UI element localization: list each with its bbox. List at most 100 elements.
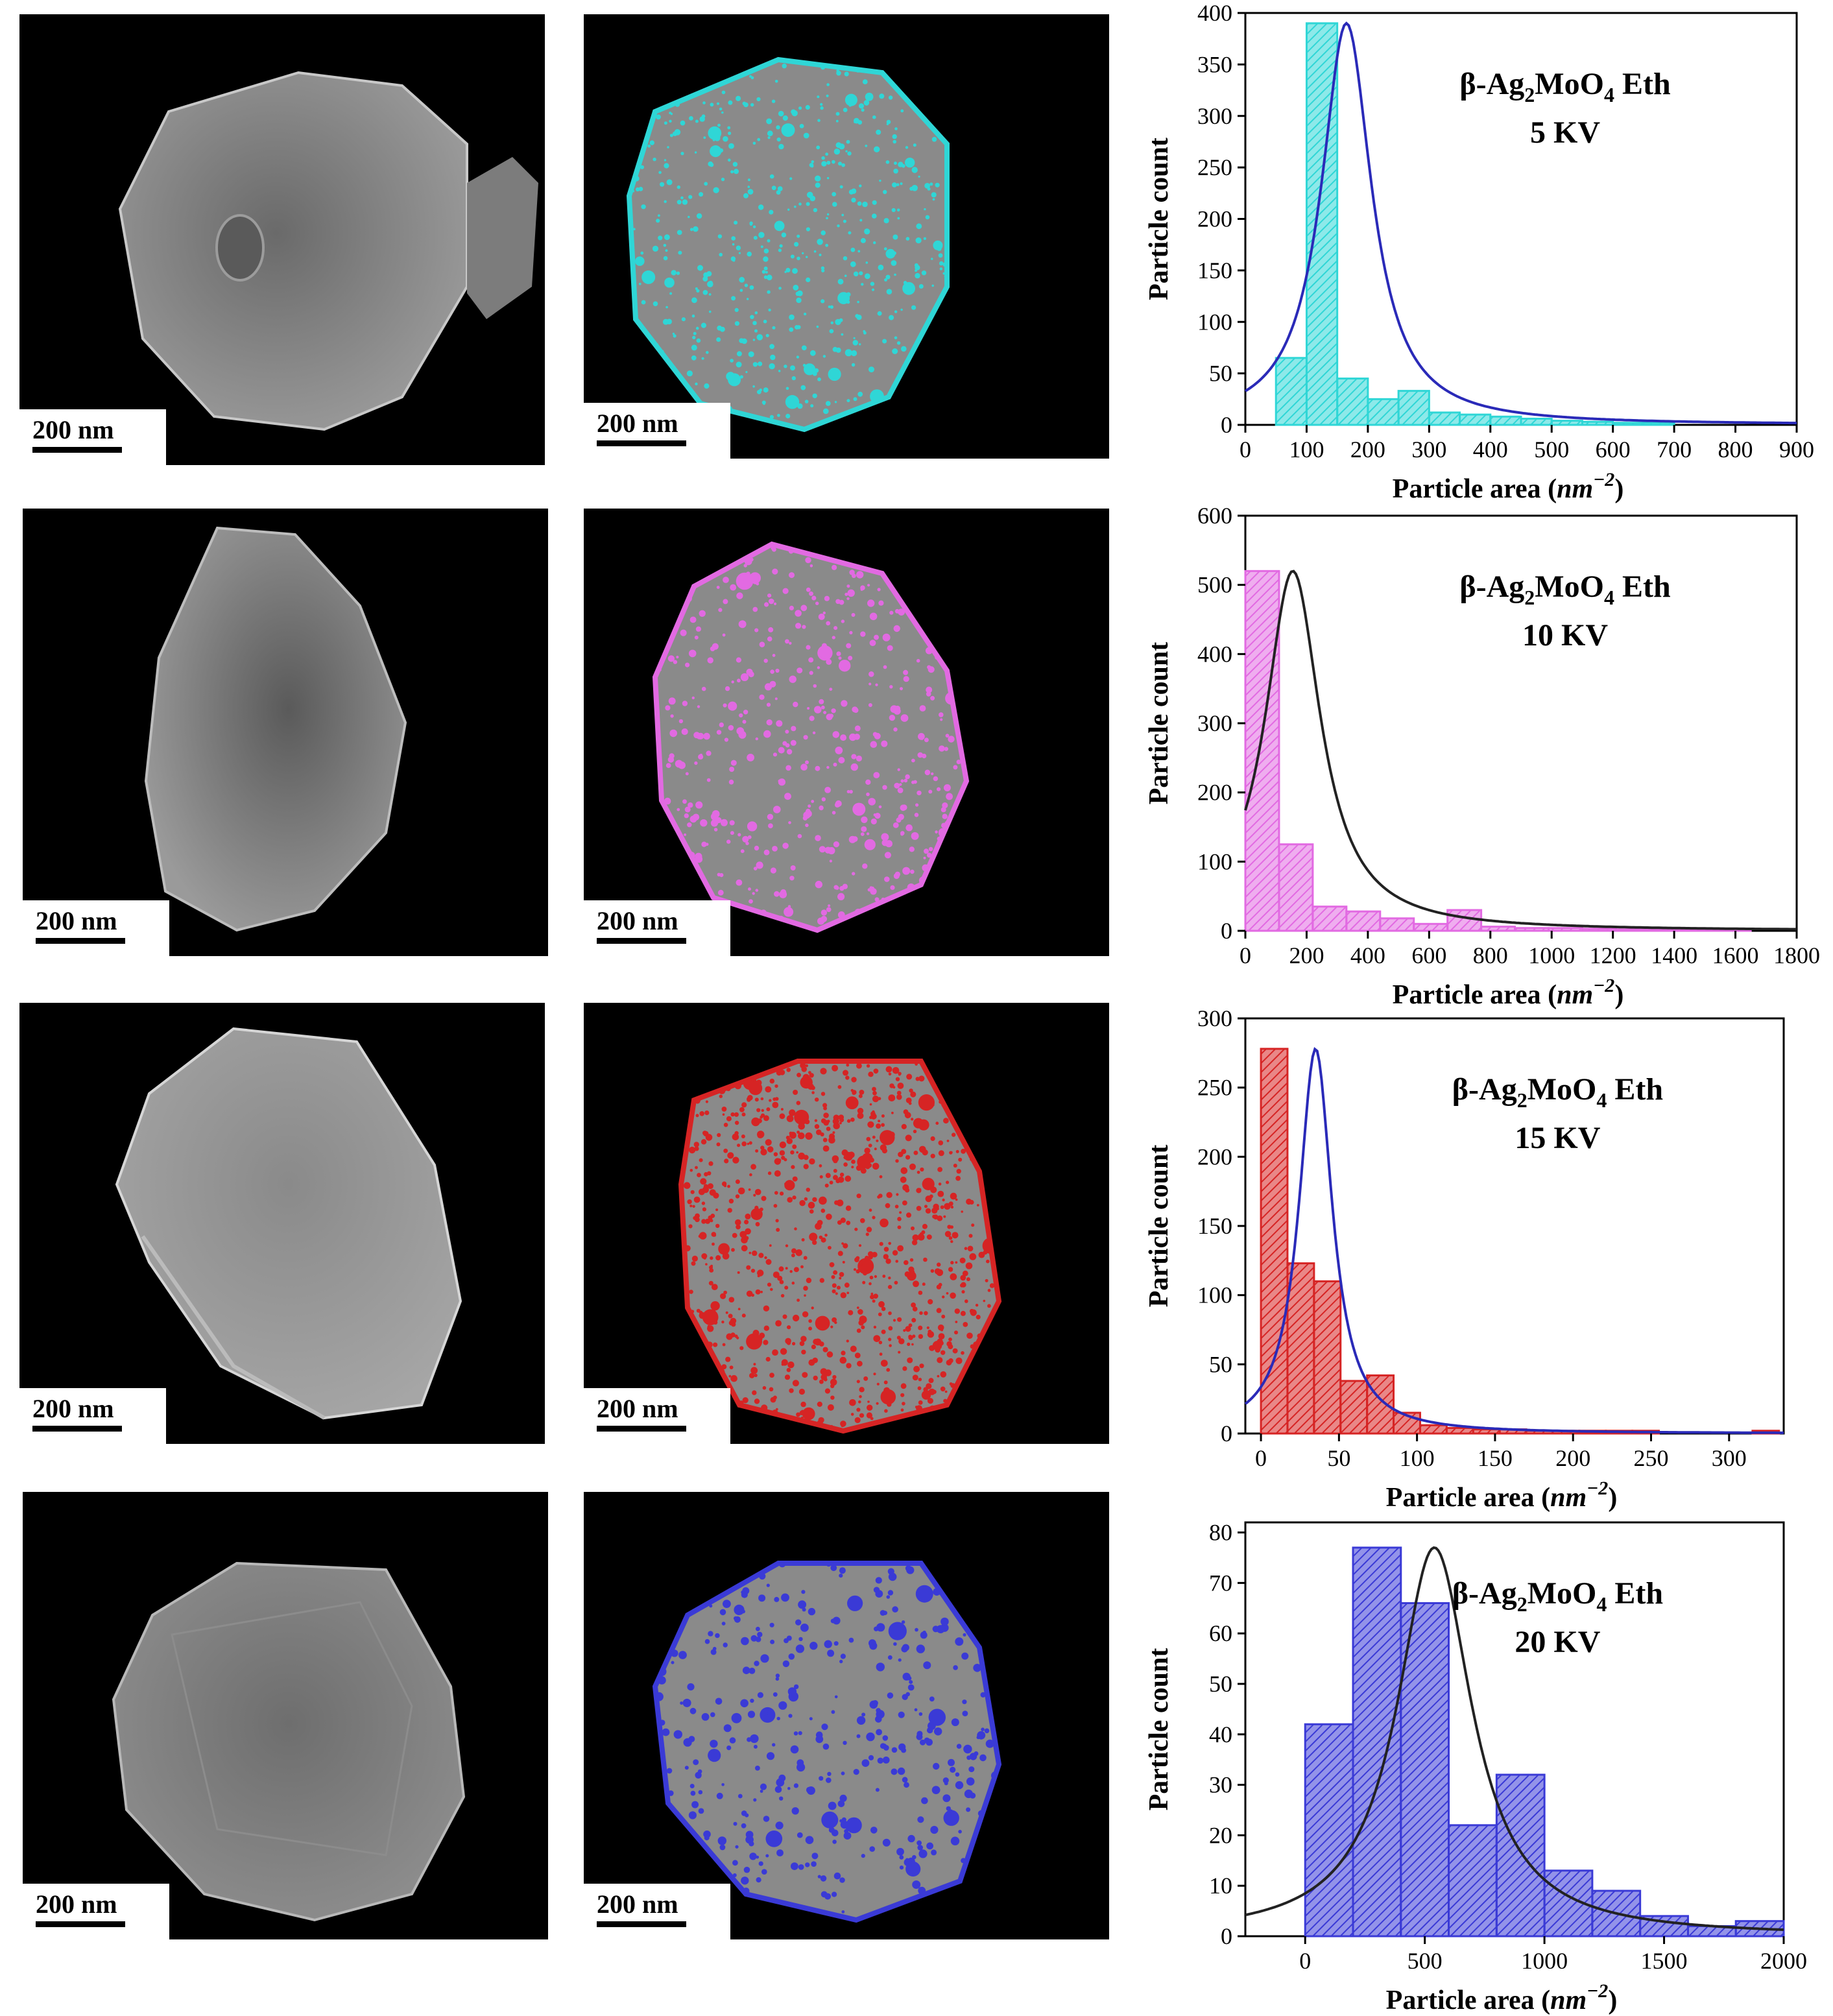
histogram-bar <box>1581 420 1614 426</box>
histogram-bar <box>1336 378 1369 426</box>
y-axis-label: Particle count <box>1144 138 1174 300</box>
histogram-bar <box>1448 1824 1498 1938</box>
histogram-bar <box>1548 927 1583 932</box>
chart-title: β-Ag2MoO4 Eth <box>1459 67 1670 106</box>
histogram-chart-20kv: 0 10 20 30 40 50 60 70 80 0 500 1000 1500 2000 Particl… <box>1125 1508 1819 2015</box>
chart-title: β-Ag2MoO4 Eth <box>1452 1576 1663 1616</box>
x-axis-label: Particle area (nm−2) <box>1393 975 1624 1010</box>
histogram-bar <box>1275 357 1308 426</box>
scale-bar: 200 nm <box>19 409 166 465</box>
y-tick-label: 100 <box>1197 1282 1232 1308</box>
y-tick-label: 350 <box>1197 51 1232 77</box>
y-tick-label: 60 <box>1209 1620 1232 1646</box>
scale-bar: 200 nm <box>23 1884 169 1939</box>
chart-subtitle: 10 KV <box>1522 618 1608 653</box>
histogram-bar <box>1489 415 1522 426</box>
x-tick-label: 100 <box>1400 1445 1435 1471</box>
x-tick-label: 400 <box>1350 942 1385 968</box>
x-tick-label: 0 <box>1299 1948 1311 1974</box>
histogram-bar <box>1278 843 1314 932</box>
y-tick-label: 300 <box>1197 710 1232 736</box>
x-tick-label: 200 <box>1350 437 1385 462</box>
fit-curve <box>1245 1546 1784 1931</box>
y-tick-label: 150 <box>1197 258 1232 283</box>
y-axis-label: Particle count <box>1144 642 1174 805</box>
histogram-bar <box>1480 926 1516 932</box>
x-tick-label: 300 <box>1712 1445 1747 1471</box>
chart-subtitle: 20 KV <box>1515 1625 1600 1659</box>
histogram-bar <box>1352 1546 1402 1938</box>
histogram-bar <box>1367 398 1400 426</box>
x-tick-label: 300 <box>1411 437 1446 462</box>
histogram-bar <box>1366 1374 1395 1435</box>
fit-curve <box>1244 21 1797 425</box>
histogram-chart-10kv: 0 100 200 300 400 500 600 0 200 400 600 800 1000 1200… <box>1125 503 1820 1010</box>
scale-bar: 200 nm <box>584 403 730 459</box>
y-tick-label: 50 <box>1209 1671 1232 1697</box>
x-tick-label: 800 <box>1473 942 1508 968</box>
y-tick-label: 0 <box>1221 1923 1232 1949</box>
histogram-bar <box>1520 417 1553 426</box>
x-tick-label: 0 <box>1255 1445 1267 1471</box>
histogram-bar <box>1286 1262 1315 1435</box>
x-tick-label: 600 <box>1411 942 1446 968</box>
histogram-bar <box>1550 420 1583 426</box>
fit-curve <box>1244 570 1797 931</box>
histogram-bar <box>1345 910 1382 932</box>
y-tick-label: 400 <box>1197 0 1232 26</box>
y-tick-label: 0 <box>1221 412 1232 438</box>
x-tick-label: 800 <box>1718 437 1753 462</box>
histogram-bar <box>1379 917 1415 932</box>
histogram-bar <box>1397 390 1430 426</box>
x-tick-label: 1000 <box>1528 942 1575 968</box>
y-tick-label: 500 <box>1197 572 1232 598</box>
histogram-bar <box>1459 413 1492 426</box>
x-tick-label: 1400 <box>1651 942 1697 968</box>
x-tick-label: 50 <box>1327 1445 1350 1471</box>
chart-title: β-Ag2MoO4 Eth <box>1452 1072 1663 1112</box>
x-tick-label: 400 <box>1473 437 1508 462</box>
sem-segmented-5kv: 200 nm <box>584 14 1109 459</box>
sem-segmented-10kv: 200 nm <box>584 509 1109 956</box>
x-tick-label: 900 <box>1779 437 1814 462</box>
sem-segmented-15kv: 200 nm <box>584 1003 1109 1444</box>
histogram-bar <box>1313 1280 1342 1435</box>
x-tick-label: 1600 <box>1712 942 1759 968</box>
histogram-bar <box>1445 1426 1474 1435</box>
y-tick-label: 30 <box>1209 1772 1232 1798</box>
histogram-bar <box>1260 1048 1289 1435</box>
histogram-bar <box>1419 1424 1448 1435</box>
y-tick-label: 10 <box>1209 1873 1232 1899</box>
chart-subtitle: 5 KV <box>1530 115 1600 150</box>
scale-bar: 200 nm <box>584 1388 730 1444</box>
x-tick-label: 1500 <box>1641 1948 1688 1974</box>
x-tick-label: 0 <box>1240 942 1251 968</box>
x-tick-label: 0 <box>1240 437 1251 462</box>
histogram-bar <box>1514 927 1550 932</box>
histogram-bar <box>1304 1723 1354 1938</box>
histogram-bar <box>1495 1773 1546 1938</box>
histogram-bar <box>1339 1380 1369 1435</box>
y-tick-label: 150 <box>1197 1213 1232 1239</box>
y-tick-label: 250 <box>1197 1075 1232 1101</box>
histogram-bar <box>1591 1890 1642 1938</box>
particle-outline <box>652 1561 1002 1923</box>
chart-subtitle: 15 KV <box>1515 1121 1600 1155</box>
y-tick-label: 400 <box>1197 641 1232 667</box>
x-axis-label: Particle area (nm−2) <box>1386 1980 1618 2015</box>
histogram-bar <box>1612 422 1645 426</box>
x-axis-label: Particle area (nm−2) <box>1393 469 1624 504</box>
y-axis-label: Particle count <box>1144 1145 1174 1308</box>
scale-bar: 200 nm <box>19 1388 166 1444</box>
histogram-chart-5kv: 0 50 100 150 200 250 300 350 400 0 100 200 300 400 500… <box>1125 0 1819 512</box>
x-axis-label: Particle area (nm−2) <box>1386 1478 1618 1513</box>
histogram-bar <box>1428 411 1461 426</box>
scale-bar: 200 nm <box>23 900 169 956</box>
y-axis-label: Particle count <box>1144 1648 1174 1811</box>
sem-image-15kv: 200 nm <box>19 1003 545 1444</box>
histogram-bar <box>1642 422 1675 426</box>
y-tick-label: 100 <box>1197 309 1232 335</box>
x-tick-label: 1200 <box>1590 942 1636 968</box>
scale-bar: 200 nm <box>584 1884 730 1939</box>
particle-outline <box>626 56 950 433</box>
